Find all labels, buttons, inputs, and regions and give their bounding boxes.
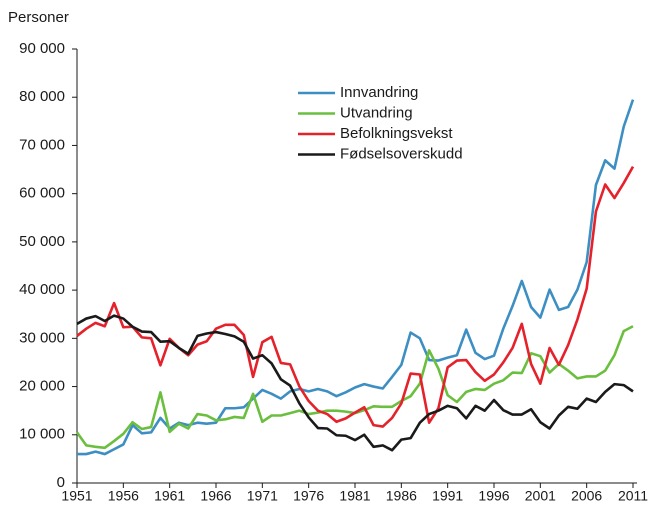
legend-label: Fødselsoverskudd xyxy=(340,145,463,162)
y-tick-label: 40 000 xyxy=(19,281,65,298)
x-tick-label: 1991 xyxy=(432,488,463,504)
y-tick-label: 90 000 xyxy=(19,40,65,57)
x-tick-label: 2011 xyxy=(618,488,648,504)
y-axis-label: Personer xyxy=(8,9,69,26)
y-tick-label: 70 000 xyxy=(19,136,65,153)
x-tick-label: 1986 xyxy=(386,488,417,504)
legend-label: Befolkningsvekst xyxy=(340,125,453,142)
x-tick-label: 1966 xyxy=(200,488,231,504)
x-tick-label: 1996 xyxy=(478,488,509,504)
y-tick-label: 0 xyxy=(57,474,65,491)
series-line xyxy=(76,314,634,452)
y-tick-label: 30 000 xyxy=(19,329,65,346)
y-tick-label: 10 000 xyxy=(19,426,65,443)
series-line xyxy=(76,166,635,428)
x-tick-label: 1961 xyxy=(154,488,185,504)
y-tick-label: 60 000 xyxy=(19,185,65,202)
x-tick-label: 1956 xyxy=(108,488,139,504)
x-tick-label: 1976 xyxy=(293,488,324,504)
x-tick-label: 1951 xyxy=(61,488,92,504)
legend-label: Utvandring xyxy=(340,104,413,121)
x-tick-label: 1971 xyxy=(247,488,278,504)
legend-label: Innvandring xyxy=(340,84,418,101)
x-tick-label: 2006 xyxy=(571,488,602,504)
y-tick-label: 80 000 xyxy=(19,88,65,105)
y-tick-label: 20 000 xyxy=(19,378,65,395)
y-tick-label: 50 000 xyxy=(19,233,65,250)
x-tick-label: 2001 xyxy=(525,488,556,504)
x-tick-label: 1981 xyxy=(339,488,370,504)
